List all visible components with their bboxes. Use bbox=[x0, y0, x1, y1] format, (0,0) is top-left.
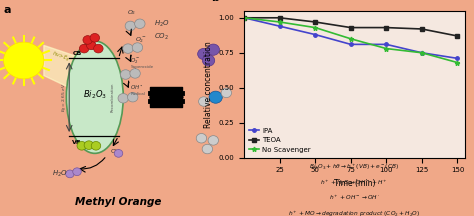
Circle shape bbox=[196, 133, 207, 143]
TEOA bbox=[241, 16, 247, 19]
Text: $h\nu > E_g$: $h\nu > E_g$ bbox=[50, 49, 71, 65]
Circle shape bbox=[208, 136, 219, 145]
No Scavenger bbox=[348, 38, 354, 40]
TEOA bbox=[348, 26, 354, 29]
Circle shape bbox=[202, 144, 212, 154]
Circle shape bbox=[130, 69, 140, 78]
No Scavenger bbox=[277, 21, 283, 23]
Ellipse shape bbox=[66, 41, 123, 153]
Circle shape bbox=[80, 44, 89, 53]
IPA bbox=[348, 43, 354, 46]
Y-axis label: Relative concentration: Relative concentration bbox=[204, 41, 213, 128]
Text: Recombination: Recombination bbox=[110, 83, 115, 112]
Text: CB: CB bbox=[72, 51, 82, 56]
X-axis label: Time (min): Time (min) bbox=[334, 179, 375, 188]
Circle shape bbox=[87, 41, 96, 50]
No Scavenger bbox=[383, 47, 389, 50]
Circle shape bbox=[199, 97, 209, 106]
Polygon shape bbox=[44, 45, 76, 91]
Line: No Scavenger: No Scavenger bbox=[242, 15, 460, 65]
Text: Methyl Orange: Methyl Orange bbox=[75, 197, 162, 207]
Text: $h^+ + H_2O \rightarrow OH^- + H^+$: $h^+ + H_2O \rightarrow OH^- + H^+$ bbox=[320, 178, 388, 188]
Circle shape bbox=[135, 19, 145, 29]
Text: $O_2^-$: $O_2^-$ bbox=[135, 35, 146, 44]
Circle shape bbox=[120, 70, 131, 79]
Circle shape bbox=[83, 36, 92, 44]
TEOA bbox=[419, 28, 425, 30]
No Scavenger bbox=[241, 16, 247, 19]
Text: $h^+ + MO \rightarrow degradation\ product\ (CO_2 + H_2O)$: $h^+ + MO \rightarrow degradation\ produ… bbox=[288, 209, 420, 216]
IPA bbox=[383, 43, 389, 46]
TEOA bbox=[277, 16, 283, 19]
Circle shape bbox=[132, 43, 143, 52]
Circle shape bbox=[94, 44, 103, 53]
IPA bbox=[419, 51, 425, 54]
Text: $O_2$: $O_2$ bbox=[127, 8, 136, 17]
Circle shape bbox=[123, 44, 133, 53]
Circle shape bbox=[73, 168, 82, 176]
IPA bbox=[241, 16, 247, 19]
Circle shape bbox=[91, 141, 100, 150]
No Scavenger bbox=[419, 51, 425, 54]
Text: $O_2^-$: $O_2^-$ bbox=[130, 57, 141, 66]
Text: $E_g=2.65\ eV$: $E_g=2.65\ eV$ bbox=[61, 83, 69, 112]
TEOA bbox=[455, 35, 460, 37]
Text: $CO_2$: $CO_2$ bbox=[154, 32, 169, 42]
Circle shape bbox=[125, 21, 136, 31]
Circle shape bbox=[90, 33, 100, 42]
Text: OH: OH bbox=[110, 149, 120, 154]
Circle shape bbox=[198, 48, 210, 60]
Circle shape bbox=[221, 88, 232, 98]
Text: Radical: Radical bbox=[130, 92, 145, 96]
Circle shape bbox=[118, 94, 128, 103]
Circle shape bbox=[128, 92, 138, 102]
Text: a: a bbox=[4, 5, 11, 15]
Circle shape bbox=[202, 55, 215, 66]
IPA bbox=[455, 57, 460, 60]
Line: IPA: IPA bbox=[242, 16, 459, 60]
Text: $h^+ + OH^- \rightarrow OH^\cdot$: $h^+ + OH^- \rightarrow OH^\cdot$ bbox=[328, 193, 380, 202]
IPA bbox=[277, 25, 283, 27]
Line: TEOA: TEOA bbox=[242, 16, 459, 38]
No Scavenger bbox=[455, 61, 460, 64]
Legend: IPA, TEOA, No Scavenger: IPA, TEOA, No Scavenger bbox=[247, 127, 312, 154]
Circle shape bbox=[207, 44, 219, 55]
Text: b: b bbox=[211, 0, 219, 3]
Text: $Bi_2O_3$: $Bi_2O_3$ bbox=[83, 88, 107, 101]
Text: $Bi_2O_3 + h\vartheta \rightarrow h^+(VB) + e^-(CB)$: $Bi_2O_3 + h\vartheta \rightarrow h^+(VB… bbox=[310, 162, 399, 172]
No Scavenger bbox=[312, 26, 318, 29]
Text: Superoxide: Superoxide bbox=[130, 65, 154, 69]
Circle shape bbox=[3, 42, 44, 79]
TEOA bbox=[383, 26, 389, 29]
Text: $H_2O$: $H_2O$ bbox=[52, 169, 68, 179]
TEOA bbox=[312, 21, 318, 23]
Circle shape bbox=[209, 91, 222, 103]
Circle shape bbox=[114, 149, 123, 157]
Text: VB: VB bbox=[72, 140, 82, 145]
Text: $OH^\bullet$: $OH^\bullet$ bbox=[130, 83, 144, 92]
Circle shape bbox=[77, 141, 86, 150]
Circle shape bbox=[65, 170, 74, 178]
IPA bbox=[312, 33, 318, 36]
Text: $H_2O$: $H_2O$ bbox=[154, 19, 170, 29]
Circle shape bbox=[84, 141, 94, 149]
